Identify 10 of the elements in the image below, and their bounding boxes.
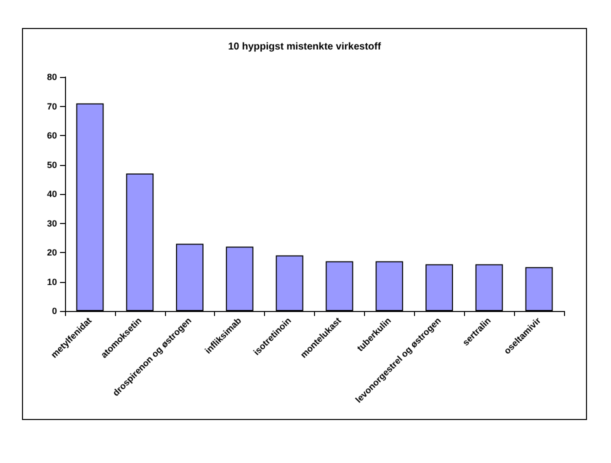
y-tick-label: 50	[46, 160, 57, 170]
y-tick-label: 70	[46, 101, 57, 112]
y-tick-label: 40	[46, 189, 57, 199]
y-tick-label: 10	[46, 276, 57, 287]
y-tick-label: 30	[46, 218, 57, 228]
chart-title: 10 hyppigst mistenkte virkestoff	[228, 42, 382, 52]
y-tick-label: 60	[46, 130, 57, 140]
y-tick-label: 20	[46, 248, 57, 258]
y-tick-label: 80	[46, 72, 57, 82]
y-tick-label: 0	[52, 306, 57, 316]
